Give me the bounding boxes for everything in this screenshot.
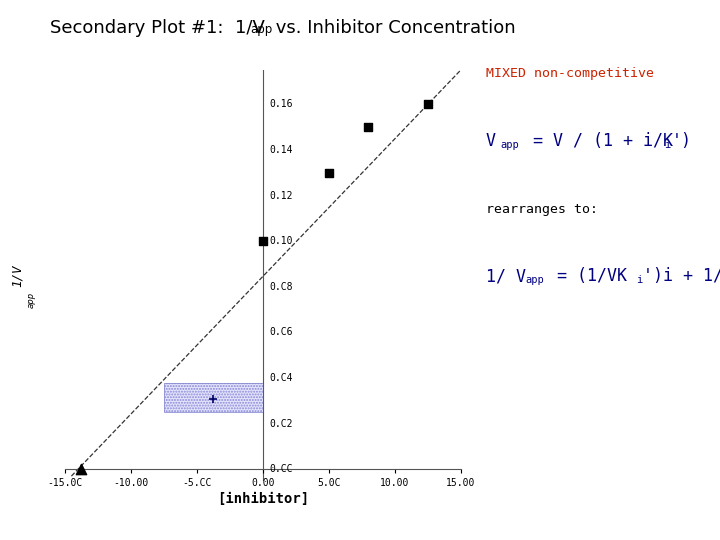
Text: app: app [526,275,544,286]
Text: 1/V: 1/V [11,264,24,287]
Text: i: i [665,140,671,151]
Point [422,100,433,109]
Text: = (1/VK: = (1/VK [547,267,627,285]
Text: app: app [27,292,35,308]
Text: 0.C6: 0.C6 [269,327,293,338]
Text: vs. Inhibitor Concentration: vs. Inhibitor Concentration [270,19,516,37]
Text: 0.C4: 0.C4 [269,373,293,383]
Text: i: i [636,275,642,286]
Text: ')i + 1/V: ')i + 1/V [643,267,720,285]
Text: '): ') [672,132,692,150]
Text: = V / (1 + i/K: = V / (1 + i/K [523,132,673,150]
Point [363,123,374,132]
Text: 0.14: 0.14 [269,145,293,155]
Text: Secondary Plot #1:  1/V: Secondary Plot #1: 1/V [50,19,265,37]
X-axis label: [inhibitor]: [inhibitor] [217,492,309,507]
Bar [164,382,263,412]
Text: MIXED non-competitive: MIXED non-competitive [486,68,654,80]
Text: V: V [486,132,496,150]
Point [257,237,269,246]
Text: 1/ V: 1/ V [486,267,526,285]
Text: 0.12: 0.12 [269,191,293,200]
Text: app: app [251,23,273,36]
Text: 0.16: 0.16 [269,99,293,110]
Text: 0.C2: 0.C2 [269,418,293,429]
Point [323,168,335,177]
Point [207,394,218,403]
Text: app: app [500,140,519,151]
Text: 0.CC: 0.CC [269,464,293,474]
Text: 0.10: 0.10 [269,236,293,246]
Point [75,465,86,474]
Text: rearranges to:: rearranges to: [486,202,598,215]
Text: 0.C8: 0.C8 [269,282,293,292]
